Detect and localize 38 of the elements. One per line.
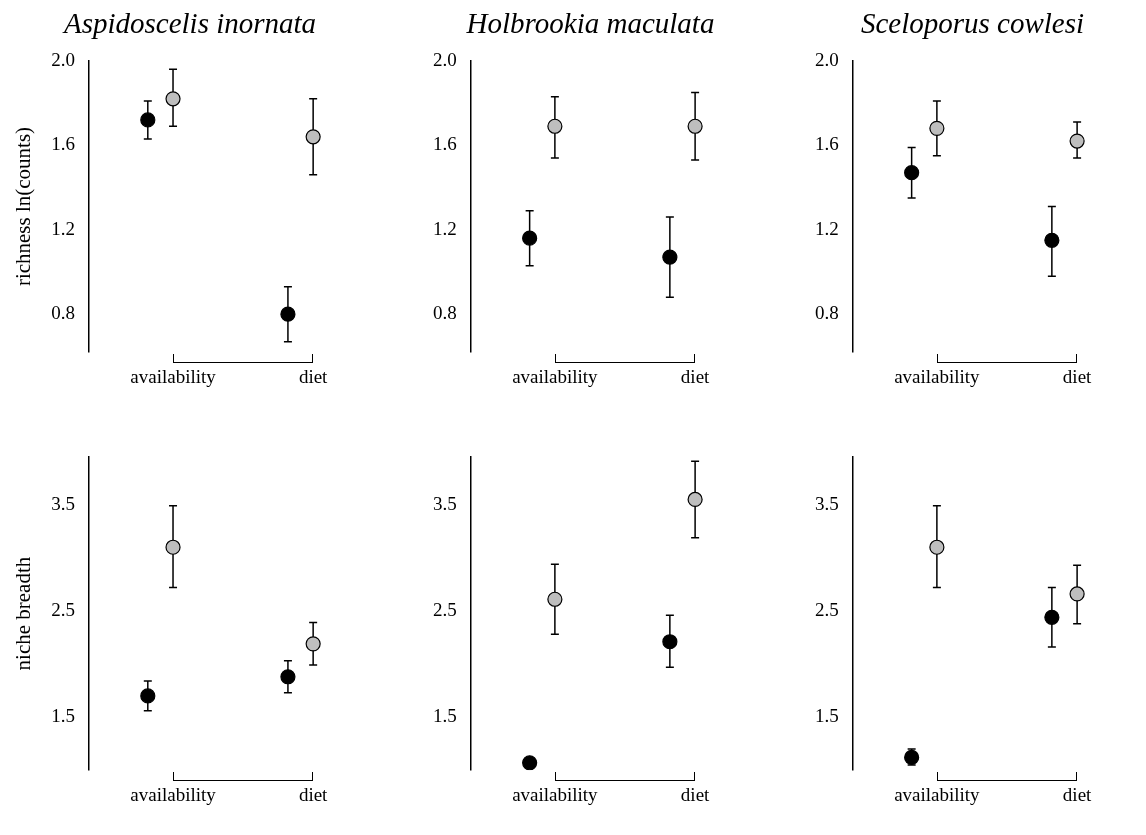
y-tick-label: 1.6 [433,133,457,155]
y-tick-label: 3.5 [815,492,839,514]
y-tick-label: 0.8 [433,302,457,324]
x-tick-label: availability [130,365,217,387]
x-tick-label: availability [894,365,981,387]
y-tick-label: 2.0 [51,48,75,70]
y-tick-label: 2.5 [433,598,457,620]
y-tick-label: 2.0 [815,48,839,70]
y-tick-label: 1.6 [51,133,75,155]
y-tick-label: 2.0 [433,48,457,70]
chart-title: Sceloporus cowlesi [860,7,1085,40]
y-tick-label: 0.8 [51,302,75,324]
y-tick-label: 1.5 [51,705,75,727]
x-tick-label: diet [680,783,711,805]
y-tick-label: 0.8 [815,302,839,324]
y-tick-label: 3.5 [51,492,75,514]
chart-title: Holbrookia maculata [465,7,715,40]
y-tick-label: 1.5 [815,705,839,727]
chart-title: Aspidoscelis inornata [61,7,317,40]
x-tick-label: diet [1062,365,1093,387]
y-tick-label: 1.2 [815,217,839,239]
x-tick-label: availability [512,783,599,805]
y-axis-title: richness ln(counts) [11,126,36,287]
x-tick-label: diet [298,783,329,805]
x-tick-label: availability [894,783,981,805]
y-tick-label: 1.2 [51,217,75,239]
y-axis-title: niche breadth [11,556,36,671]
y-tick-label: 2.5 [815,598,839,620]
x-tick-label: availability [130,783,217,805]
x-tick-label: diet [298,365,329,387]
x-tick-label: diet [680,365,711,387]
x-tick-label: availability [512,365,599,387]
x-tick-label: diet [1062,783,1093,805]
y-tick-label: 1.2 [433,217,457,239]
y-tick-label: 1.6 [815,133,839,155]
y-tick-label: 3.5 [433,492,457,514]
y-tick-label: 1.5 [433,705,457,727]
y-tick-label: 2.5 [51,598,75,620]
